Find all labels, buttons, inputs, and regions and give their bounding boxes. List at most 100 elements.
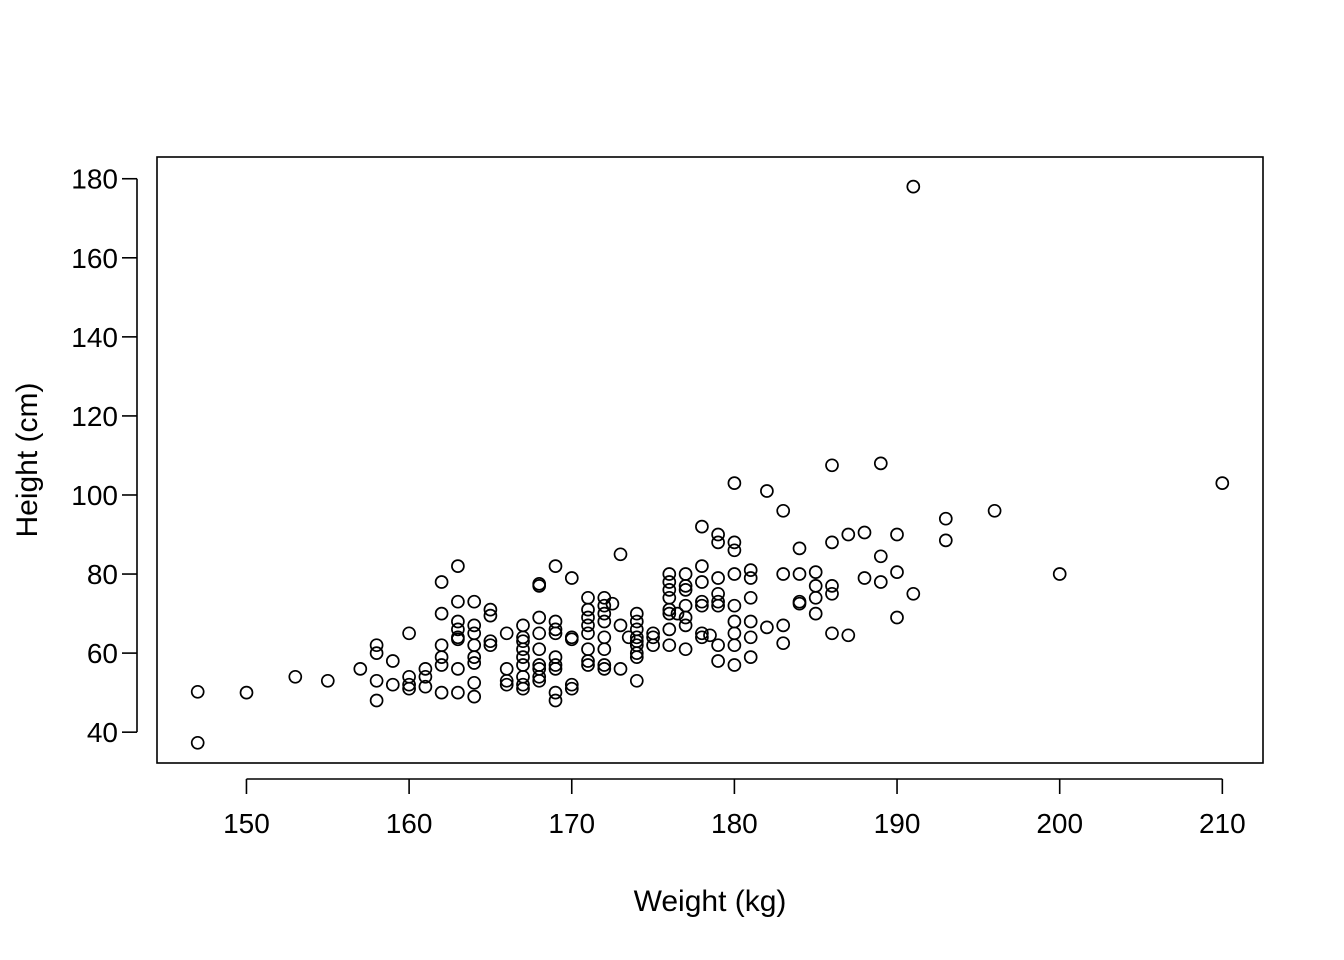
- data-point: [467, 638, 482, 653]
- y-tick-label: 100: [71, 480, 118, 511]
- data-point: [532, 642, 547, 657]
- data-point: [564, 681, 579, 696]
- data-point: [792, 596, 807, 611]
- data-point: [434, 685, 449, 700]
- data-point: [857, 571, 872, 585]
- data-point: [467, 689, 482, 704]
- data-point: [605, 596, 620, 611]
- data-point: [825, 579, 839, 593]
- data-point: [581, 654, 595, 668]
- data-point: [662, 606, 677, 621]
- data-point: [516, 650, 530, 664]
- data-point: [434, 650, 449, 664]
- data-point: [662, 567, 677, 581]
- data-point: [792, 567, 807, 581]
- data-point: [662, 590, 677, 605]
- data-point: [678, 579, 693, 593]
- data-point: [434, 638, 449, 653]
- data-point: [499, 677, 514, 692]
- data-point: [597, 658, 612, 672]
- data-point: [597, 662, 612, 676]
- data-point: [467, 618, 482, 633]
- data-point: [597, 606, 612, 621]
- y-tick-label: 60: [87, 638, 118, 669]
- data-point: [581, 618, 595, 633]
- data-point: [467, 650, 482, 664]
- data-point: [890, 565, 904, 579]
- data-point: [581, 658, 595, 672]
- data-point: [987, 503, 1002, 518]
- data-point: [727, 567, 742, 581]
- x-tick-label: 180: [711, 808, 758, 839]
- data-point: [695, 559, 709, 573]
- data-point: [1215, 476, 1230, 490]
- data-point: [613, 618, 628, 633]
- data-point: [418, 679, 433, 694]
- data-point: [662, 575, 677, 589]
- y-tick-label: 180: [71, 164, 118, 195]
- data-point: [467, 594, 482, 609]
- data-point: [743, 630, 758, 645]
- data-point: [288, 669, 303, 684]
- data-point: [532, 673, 547, 688]
- plot-box: [156, 156, 1264, 764]
- data-point: [353, 662, 368, 676]
- data-point: [808, 565, 823, 579]
- data-point: [499, 626, 514, 641]
- data-point: [825, 626, 839, 641]
- data-point: [711, 527, 725, 542]
- data-point: [873, 456, 888, 471]
- x-tick-label: 210: [1199, 808, 1246, 839]
- data-point: [825, 535, 839, 550]
- data-point: [711, 594, 725, 609]
- data-point: [776, 567, 791, 581]
- data-point: [727, 638, 742, 653]
- data-point: [613, 662, 628, 676]
- data-point: [841, 527, 856, 542]
- data-point: [564, 632, 579, 647]
- data-point: [564, 677, 579, 692]
- data-point: [727, 614, 742, 629]
- data-point: [369, 638, 384, 653]
- data-point: [873, 549, 888, 564]
- data-point: [906, 179, 921, 194]
- data-point: [743, 571, 758, 585]
- data-point: [483, 602, 498, 617]
- data-point: [703, 628, 717, 643]
- data-point: [890, 527, 904, 542]
- data-point: [581, 610, 595, 625]
- x-tick-label: 170: [548, 808, 595, 839]
- data-point: [451, 662, 465, 676]
- data-point: [190, 684, 205, 699]
- data-point: [532, 626, 547, 641]
- data-point: [418, 669, 433, 684]
- data-point: [581, 602, 595, 617]
- data-point: [711, 638, 725, 653]
- data-point: [646, 638, 660, 653]
- data-point: [760, 620, 774, 635]
- data-point: [711, 535, 725, 550]
- x-tick-label: 200: [1036, 808, 1083, 839]
- x-axis-title: Weight (kg): [634, 885, 787, 918]
- data-point: [678, 618, 693, 633]
- data-point: [451, 685, 465, 700]
- data-point: [727, 626, 742, 641]
- data-point: [695, 598, 709, 613]
- data-point: [581, 642, 595, 657]
- data-point: [808, 579, 823, 593]
- data-point: [727, 476, 742, 490]
- data-point: [516, 642, 530, 657]
- data-point: [499, 673, 514, 688]
- x-tick-label: 190: [874, 808, 921, 839]
- data-point: [483, 638, 498, 653]
- data-point: [727, 658, 742, 672]
- y-tick-label: 140: [71, 322, 118, 353]
- y-tick-label: 80: [87, 559, 118, 590]
- data-point: [548, 685, 563, 700]
- data-point: [792, 541, 807, 556]
- data-point: [451, 559, 465, 573]
- data-point: [548, 559, 563, 573]
- data-point: [548, 658, 563, 672]
- data-point: [597, 642, 612, 657]
